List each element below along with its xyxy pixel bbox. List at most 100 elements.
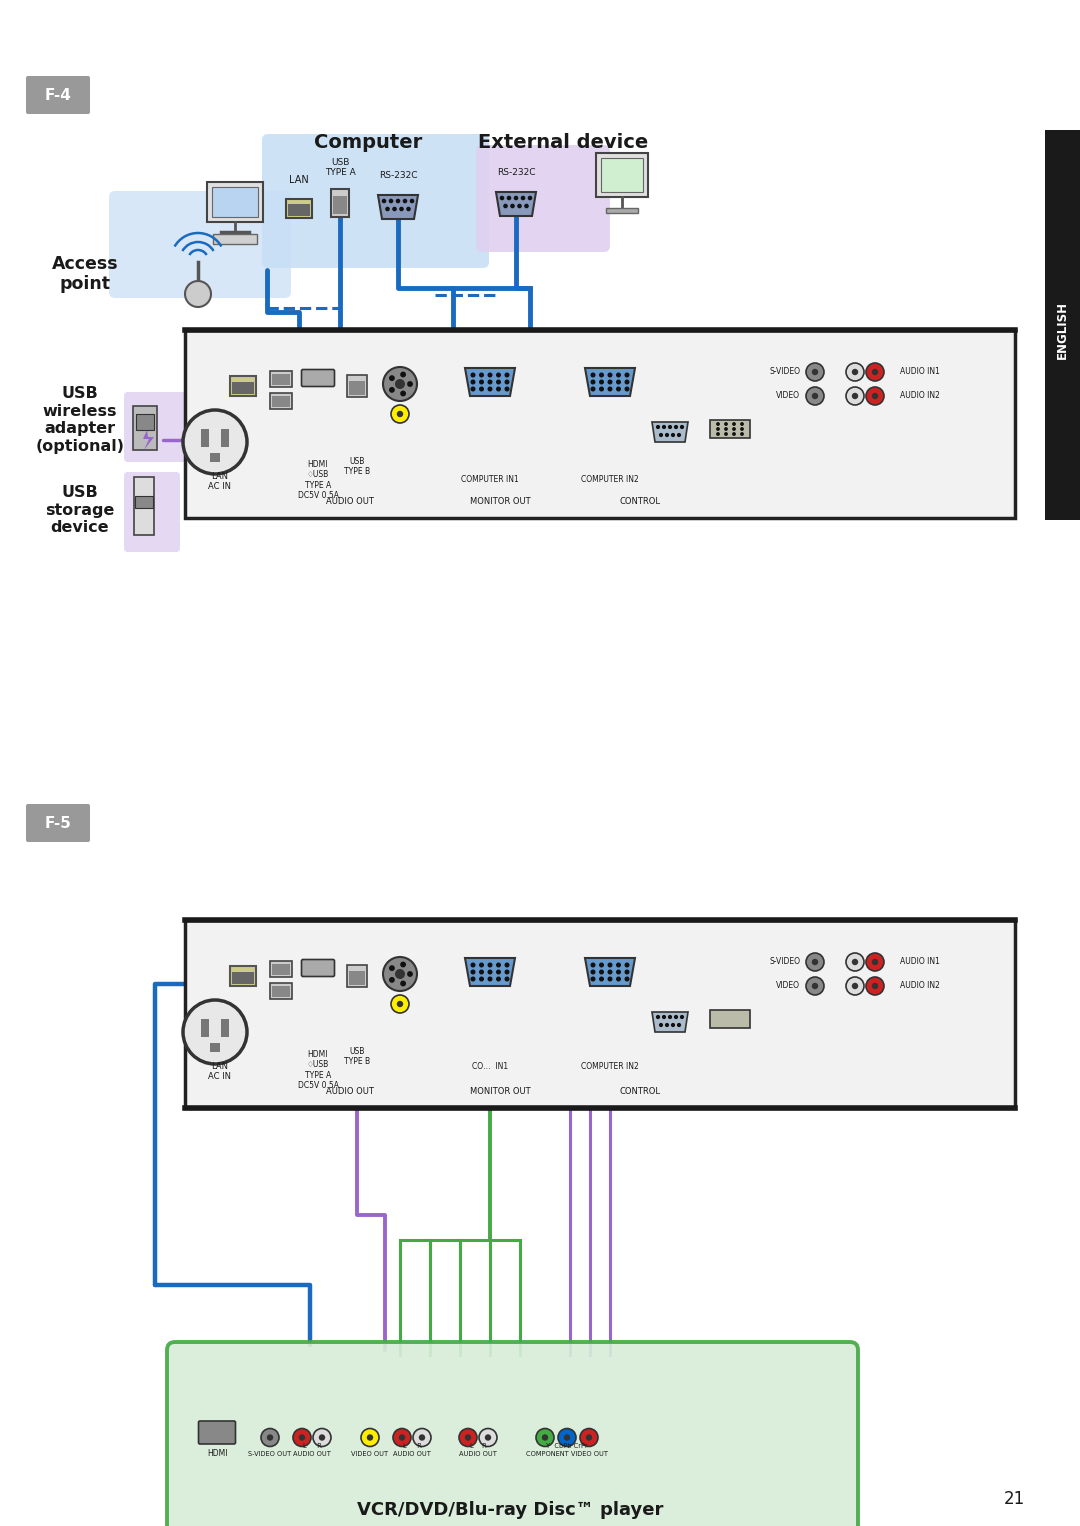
Circle shape (313, 1428, 330, 1447)
Circle shape (872, 369, 878, 375)
Circle shape (663, 1016, 665, 1018)
Circle shape (497, 374, 500, 377)
Circle shape (872, 983, 878, 989)
Circle shape (669, 426, 672, 429)
Circle shape (293, 1428, 311, 1447)
Circle shape (608, 380, 611, 385)
Circle shape (866, 388, 885, 404)
Bar (288, 203, 310, 215)
Bar (272, 397, 291, 407)
Circle shape (390, 978, 394, 983)
Text: RS-232C: RS-232C (379, 171, 417, 180)
Circle shape (480, 388, 484, 391)
FancyBboxPatch shape (301, 960, 335, 977)
Circle shape (471, 963, 475, 967)
Circle shape (471, 977, 475, 981)
Bar (349, 382, 365, 395)
Bar (347, 964, 367, 987)
Text: ENGLISH: ENGLISH (1055, 301, 1068, 359)
Circle shape (812, 983, 819, 989)
Polygon shape (465, 958, 515, 986)
Circle shape (599, 977, 604, 981)
Text: S-VIDEO OUT: S-VIDEO OUT (248, 1451, 292, 1456)
Circle shape (471, 374, 475, 377)
Circle shape (741, 427, 743, 430)
Bar (349, 971, 365, 984)
Circle shape (717, 427, 719, 430)
Bar (230, 375, 256, 397)
Circle shape (185, 281, 211, 307)
Circle shape (591, 963, 595, 967)
Circle shape (852, 392, 859, 400)
Circle shape (480, 1428, 497, 1447)
Circle shape (812, 369, 819, 375)
Circle shape (846, 954, 864, 971)
Circle shape (866, 954, 885, 971)
Bar (600, 159, 643, 192)
Bar (213, 233, 257, 244)
Text: USB
storage
device: USB storage device (45, 485, 114, 536)
Circle shape (617, 971, 620, 974)
Circle shape (383, 366, 417, 401)
Circle shape (599, 388, 604, 391)
Circle shape (585, 1434, 592, 1441)
Text: Computer: Computer (314, 133, 422, 153)
Text: Access
point: Access point (52, 255, 119, 293)
Text: USB
wireless
adapter
(optional): USB wireless adapter (optional) (36, 386, 124, 453)
Text: S-VIDEO: S-VIDEO (769, 368, 800, 377)
Text: AUDIO OUT: AUDIO OUT (326, 497, 374, 507)
FancyBboxPatch shape (109, 191, 291, 298)
Circle shape (393, 208, 396, 211)
Circle shape (625, 388, 629, 391)
Bar (710, 1010, 750, 1029)
Circle shape (401, 963, 405, 966)
Circle shape (669, 1016, 672, 1018)
Circle shape (608, 388, 611, 391)
Bar (135, 496, 153, 508)
Circle shape (401, 372, 405, 377)
Circle shape (617, 388, 620, 391)
Circle shape (846, 363, 864, 382)
Text: COMPUTER IN2: COMPUTER IN2 (581, 1062, 639, 1071)
Circle shape (733, 433, 735, 435)
Text: VIDEO: VIDEO (777, 392, 800, 400)
Circle shape (361, 1428, 379, 1447)
Text: CONTROL: CONTROL (620, 1087, 661, 1096)
Text: LAN: LAN (289, 175, 309, 185)
Bar (232, 972, 254, 984)
Circle shape (261, 1428, 279, 1447)
Text: CONTROL: CONTROL (620, 497, 661, 507)
Circle shape (846, 388, 864, 404)
Bar (210, 453, 220, 462)
Circle shape (464, 1434, 471, 1441)
Circle shape (390, 375, 394, 380)
FancyBboxPatch shape (476, 145, 610, 252)
Circle shape (608, 971, 611, 974)
Circle shape (680, 1016, 684, 1018)
Circle shape (733, 423, 735, 426)
Circle shape (480, 380, 484, 385)
Circle shape (542, 1434, 549, 1441)
Bar (221, 1019, 229, 1038)
Circle shape (564, 1434, 570, 1441)
Circle shape (660, 433, 662, 436)
Text: MONITOR OUT: MONITOR OUT (470, 497, 530, 507)
FancyBboxPatch shape (262, 134, 489, 269)
Circle shape (625, 963, 629, 967)
Circle shape (866, 363, 885, 382)
Circle shape (725, 433, 727, 435)
Circle shape (395, 969, 405, 980)
Circle shape (525, 204, 528, 208)
Text: Y  CbPb CrPr
COMPONENT VIDEO OUT: Y CbPb CrPr COMPONENT VIDEO OUT (526, 1444, 608, 1456)
Circle shape (382, 200, 386, 203)
Text: L     R
AUDIO OUT: L R AUDIO OUT (293, 1444, 330, 1456)
Circle shape (717, 423, 719, 426)
Circle shape (505, 963, 509, 967)
Text: HDMI
♢USB
TYPE A
DC5V 0.5A: HDMI ♢USB TYPE A DC5V 0.5A (297, 459, 338, 501)
Circle shape (390, 966, 394, 971)
Text: AUDIO IN2: AUDIO IN2 (900, 392, 940, 400)
FancyBboxPatch shape (199, 1421, 235, 1444)
Circle shape (672, 433, 674, 436)
Circle shape (617, 380, 620, 385)
Circle shape (500, 197, 503, 200)
